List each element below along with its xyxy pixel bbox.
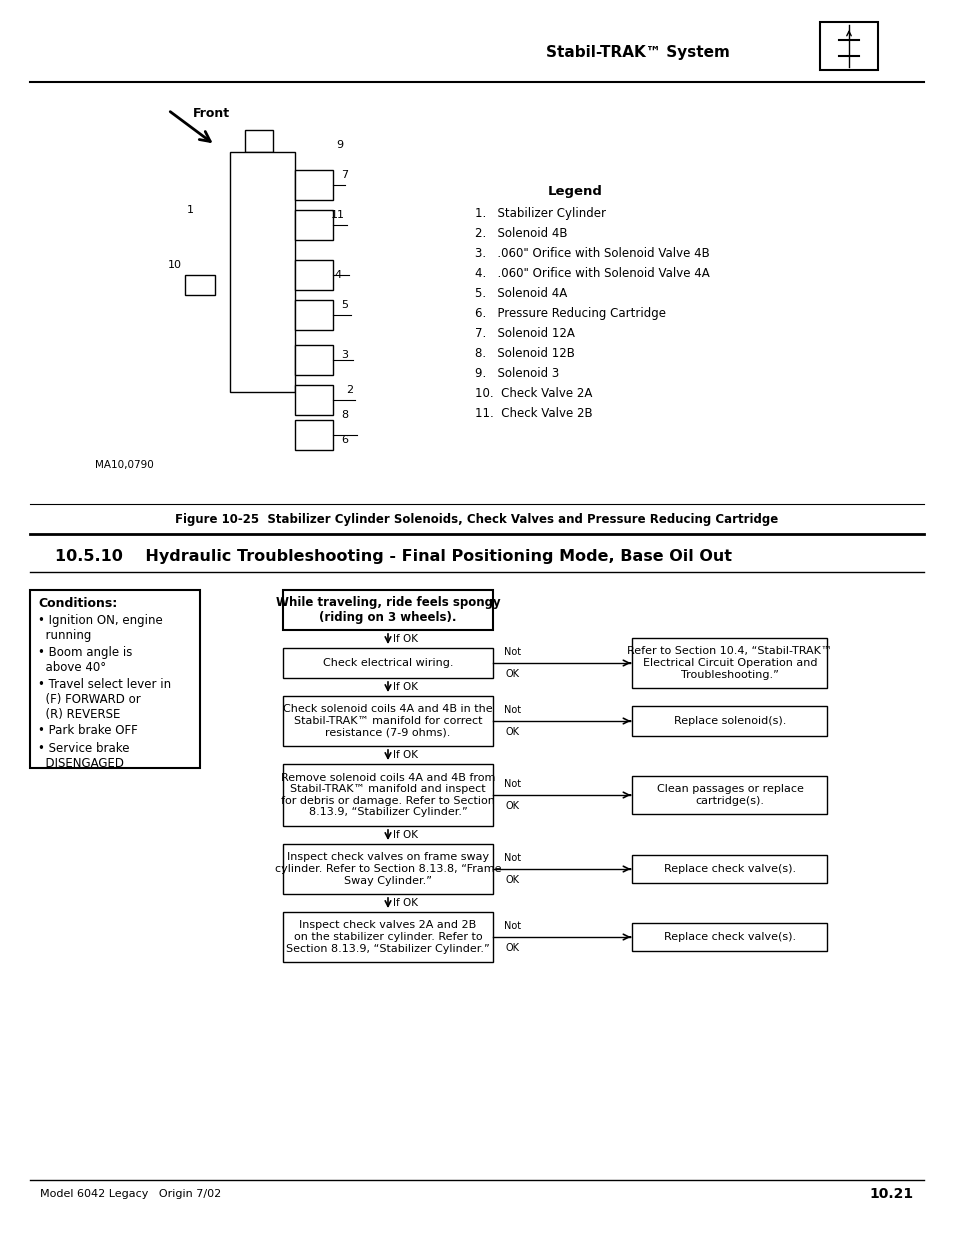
Text: 9: 9: [336, 140, 343, 149]
Text: Stabil-TRAK™ System: Stabil-TRAK™ System: [545, 44, 729, 59]
Text: 5: 5: [341, 300, 348, 310]
FancyBboxPatch shape: [294, 170, 333, 200]
FancyBboxPatch shape: [283, 697, 493, 746]
FancyBboxPatch shape: [283, 590, 493, 630]
Text: While traveling, ride feels spongy
(riding on 3 wheels).: While traveling, ride feels spongy (ridi…: [275, 597, 499, 624]
Text: Refer to Section 10.4, “Stabil-TRAK™
Electrical Circuit Operation and
Troublesho: Refer to Section 10.4, “Stabil-TRAK™ Ele…: [627, 646, 832, 679]
Text: 6: 6: [341, 435, 348, 445]
Text: If OK: If OK: [393, 750, 417, 760]
Text: Model 6042 Legacy   Origin 7/02: Model 6042 Legacy Origin 7/02: [40, 1189, 221, 1199]
Text: 11.  Check Valve 2B: 11. Check Valve 2B: [475, 408, 592, 420]
Text: Check solenoid coils 4A and 4B in the
Stabil-TRAK™ manifold for correct
resistan: Check solenoid coils 4A and 4B in the St…: [283, 704, 493, 737]
Text: 4: 4: [335, 270, 341, 280]
Text: 3: 3: [341, 350, 348, 359]
Text: • Park brake OFF: • Park brake OFF: [38, 724, 137, 737]
FancyBboxPatch shape: [294, 300, 333, 330]
Text: Not: Not: [504, 921, 521, 931]
Text: OK: OK: [505, 802, 519, 811]
Text: OK: OK: [505, 876, 519, 885]
Text: • Boom angle is
  above 40°: • Boom angle is above 40°: [38, 646, 132, 674]
Text: If OK: If OK: [393, 898, 417, 908]
Text: Check electrical wiring.: Check electrical wiring.: [322, 658, 453, 668]
Text: 2.   Solenoid 4B: 2. Solenoid 4B: [475, 227, 567, 240]
FancyBboxPatch shape: [185, 275, 214, 295]
Text: 9.   Solenoid 3: 9. Solenoid 3: [475, 367, 558, 380]
FancyBboxPatch shape: [30, 590, 200, 768]
FancyBboxPatch shape: [283, 764, 493, 826]
FancyBboxPatch shape: [230, 152, 294, 391]
Text: Not: Not: [504, 779, 521, 789]
FancyBboxPatch shape: [245, 130, 273, 152]
FancyBboxPatch shape: [632, 855, 826, 883]
Text: Figure 10-25  Stabilizer Cylinder Solenoids, Check Valves and Pressure Reducing : Figure 10-25 Stabilizer Cylinder Solenoi…: [175, 513, 778, 526]
FancyBboxPatch shape: [283, 911, 493, 962]
Text: If OK: If OK: [393, 830, 417, 840]
FancyBboxPatch shape: [294, 261, 333, 290]
Text: • Service brake
  DISENGAGED: • Service brake DISENGAGED: [38, 742, 130, 769]
FancyBboxPatch shape: [632, 638, 826, 688]
FancyBboxPatch shape: [632, 923, 826, 951]
FancyBboxPatch shape: [283, 844, 493, 894]
Text: Clean passages or replace
cartridge(s).: Clean passages or replace cartridge(s).: [656, 784, 802, 805]
Text: Replace check valve(s).: Replace check valve(s).: [663, 864, 795, 874]
Text: 10.5.10    Hydraulic Troubleshooting - Final Positioning Mode, Base Oil Out: 10.5.10 Hydraulic Troubleshooting - Fina…: [55, 550, 731, 564]
Text: Remove solenoid coils 4A and 4B from
Stabil-TRAK™ manifold and inspect
for debri: Remove solenoid coils 4A and 4B from Sta…: [280, 773, 495, 818]
Text: OK: OK: [505, 944, 519, 953]
Text: Conditions:: Conditions:: [38, 597, 117, 610]
Text: If OK: If OK: [393, 634, 417, 643]
Text: OK: OK: [505, 669, 519, 679]
FancyBboxPatch shape: [294, 420, 333, 450]
Text: 7: 7: [341, 170, 348, 180]
Text: Inspect check valves 2A and 2B
on the stabilizer cylinder. Refer to
Section 8.13: Inspect check valves 2A and 2B on the st…: [286, 920, 489, 953]
Text: MA10,0790: MA10,0790: [95, 459, 153, 471]
FancyBboxPatch shape: [294, 385, 333, 415]
Text: 10.  Check Valve 2A: 10. Check Valve 2A: [475, 387, 592, 400]
Text: 2: 2: [346, 385, 354, 395]
Text: 1.   Stabilizer Cylinder: 1. Stabilizer Cylinder: [475, 207, 605, 220]
Text: 8.   Solenoid 12B: 8. Solenoid 12B: [475, 347, 575, 359]
Text: 11: 11: [331, 210, 345, 220]
Text: 3.   .060" Orifice with Solenoid Valve 4B: 3. .060" Orifice with Solenoid Valve 4B: [475, 247, 709, 261]
Text: 1: 1: [186, 205, 193, 215]
Text: Replace solenoid(s).: Replace solenoid(s).: [673, 716, 785, 726]
Text: Replace check valve(s).: Replace check valve(s).: [663, 932, 795, 942]
Text: Legend: Legend: [547, 185, 601, 198]
Text: 6.   Pressure Reducing Cartridge: 6. Pressure Reducing Cartridge: [475, 308, 665, 320]
Text: Front: Front: [193, 107, 230, 120]
Text: • Travel select lever in
  (F) FORWARD or
  (R) REVERSE: • Travel select lever in (F) FORWARD or …: [38, 678, 171, 721]
Text: Not: Not: [504, 647, 521, 657]
Text: 7.   Solenoid 12A: 7. Solenoid 12A: [475, 327, 575, 340]
Text: 8: 8: [341, 410, 348, 420]
FancyBboxPatch shape: [820, 22, 877, 70]
Text: 5.   Solenoid 4A: 5. Solenoid 4A: [475, 287, 567, 300]
Text: 10.21: 10.21: [869, 1187, 913, 1200]
Text: 4.   .060" Orifice with Solenoid Valve 4A: 4. .060" Orifice with Solenoid Valve 4A: [475, 267, 709, 280]
Text: Inspect check valves on frame sway
cylinder. Refer to Section 8.13.8, “Frame
Swa: Inspect check valves on frame sway cylin…: [274, 852, 500, 885]
FancyBboxPatch shape: [632, 776, 826, 814]
FancyBboxPatch shape: [283, 648, 493, 678]
Text: • Ignition ON, engine
  running: • Ignition ON, engine running: [38, 614, 163, 642]
Text: Not: Not: [504, 853, 521, 863]
FancyBboxPatch shape: [632, 706, 826, 736]
Text: 10: 10: [168, 261, 182, 270]
FancyBboxPatch shape: [294, 210, 333, 240]
Text: OK: OK: [505, 727, 519, 737]
Text: If OK: If OK: [393, 682, 417, 692]
FancyBboxPatch shape: [294, 345, 333, 375]
Text: Not: Not: [504, 705, 521, 715]
